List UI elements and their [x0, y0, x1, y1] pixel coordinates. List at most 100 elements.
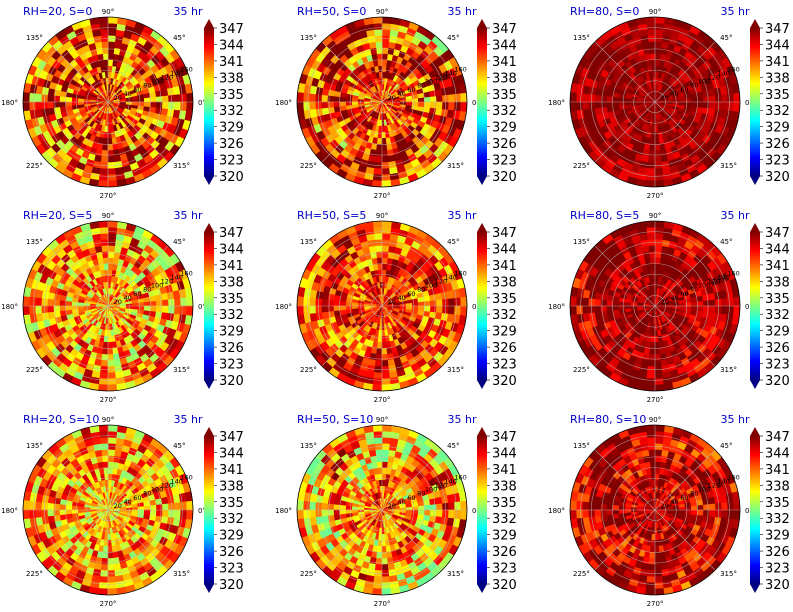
- heatmap-cell: [606, 294, 614, 302]
- heatmap-cell: [89, 99, 97, 103]
- colorbar-segment: [204, 308, 214, 312]
- heatmap-cell: [89, 303, 97, 307]
- heatmap-cell: [381, 168, 391, 176]
- colorbar-segment: [750, 62, 760, 66]
- heatmap-cell: [107, 384, 118, 391]
- heatmap-cell: [180, 92, 188, 103]
- angular-gridline: [654, 41, 716, 103]
- heatmap-cell: [381, 221, 392, 228]
- colorbar-segment: [204, 244, 214, 248]
- colorbar-segment: [204, 121, 214, 125]
- heatmap-cell: [581, 101, 589, 111]
- heatmap-cell: [377, 131, 383, 139]
- heatmap-cell: [101, 149, 109, 157]
- colorbar-segment: [477, 104, 487, 108]
- heatmap-cell: [381, 65, 387, 73]
- heatmap-cell: [372, 17, 383, 24]
- colorbar-segment: [477, 156, 487, 160]
- colorbar-segment: [204, 367, 214, 371]
- angle-tick-label: 90°: [376, 8, 388, 16]
- heatmap-cell: [372, 22, 383, 30]
- colorbar-extend-max: [477, 223, 487, 232]
- colorbar-segment: [204, 377, 214, 381]
- radial-tick-label: 20: [661, 94, 669, 102]
- colorbar-segment: [477, 69, 487, 73]
- radial-tick-label: 140: [171, 274, 183, 282]
- radial-tick-label: 100: [151, 78, 163, 86]
- heatmap-cell: [417, 101, 425, 108]
- heatmap-cell: [448, 93, 456, 103]
- colorbar-extend-min: [477, 380, 487, 389]
- colorbar-segment: [477, 74, 487, 78]
- radial-tick-label: 100: [698, 78, 710, 86]
- heatmap-cell: [161, 298, 170, 307]
- colorbar-segment: [204, 45, 214, 49]
- colorbar-segment: [477, 52, 487, 56]
- heatmap-cell: [654, 168, 664, 176]
- heatmap-cell: [378, 329, 383, 337]
- colorbar-segment: [477, 50, 487, 54]
- colorbar-tick-label: 332: [219, 308, 244, 323]
- heatmap-cell: [600, 101, 608, 109]
- heatmap-cell: [302, 305, 310, 316]
- colorbar-segment: [477, 109, 487, 113]
- angle-tick-label: 180°: [1, 303, 18, 311]
- colorbar-segment: [750, 146, 760, 150]
- heatmap-cell: [379, 113, 383, 121]
- angle-tick-label: 135°: [26, 34, 43, 42]
- angle-tick-label: 225°: [573, 162, 590, 170]
- heatmap-cell: [649, 341, 656, 349]
- colorbar-tick-label: 347: [219, 226, 244, 241]
- colorbar-segment: [204, 352, 214, 356]
- heatmap-cell: [320, 298, 329, 307]
- angle-tick-label: 45°: [447, 34, 459, 42]
- heatmap-cell: [180, 305, 188, 316]
- radial-tick-label: 20: [388, 94, 396, 102]
- colorbar-segment: [750, 92, 760, 96]
- colorbar-segment: [477, 65, 487, 69]
- heatmap-cell: [612, 300, 620, 307]
- angle-tick-label: 270°: [374, 192, 391, 200]
- angular-gridline: [107, 101, 169, 163]
- heatmap-cell: [71, 97, 79, 103]
- radial-tick-label: 60: [133, 86, 141, 94]
- radial-tick-label: 140: [171, 70, 183, 78]
- radial-tick-label: 160: [727, 65, 739, 73]
- colorbar-segment: [204, 126, 214, 130]
- colorbar-segment: [204, 318, 214, 322]
- heatmap-cell: [65, 300, 73, 307]
- colorbar-segment: [750, 47, 760, 51]
- colorbar-segment: [750, 119, 760, 123]
- colorbar-segment: [204, 163, 214, 167]
- heatmap-cell: [649, 347, 656, 355]
- colorbar-tick-label: 338: [219, 71, 244, 86]
- colorbar-segment: [204, 60, 214, 64]
- heatmap-cell: [708, 101, 717, 110]
- angular-gridline: [321, 101, 383, 163]
- heatmap-cell: [107, 257, 114, 265]
- colorbar-segment: [477, 168, 487, 172]
- colorbar-tick-label: 335: [219, 88, 244, 103]
- heatmap-cell: [339, 96, 347, 103]
- angle-tick-label: 0°: [472, 99, 480, 107]
- heatmap-cell: [460, 101, 467, 112]
- colorbar-extend-max: [477, 19, 487, 28]
- heatmap-cell: [297, 296, 304, 307]
- heatmap-cell: [381, 83, 385, 91]
- colorbar-segment: [204, 372, 214, 376]
- colorbar-segment: [477, 146, 487, 150]
- colorbar-tick-label: 332: [765, 104, 790, 119]
- heatmap-cell: [376, 137, 383, 145]
- colorbar-segment: [477, 60, 487, 64]
- angle-tick-label: 315°: [447, 366, 464, 374]
- colorbar-tick-label: 326: [219, 137, 244, 152]
- heatmap-cell: [100, 155, 109, 164]
- colorbar-segment: [750, 173, 760, 177]
- heatmap-cell: [107, 353, 115, 361]
- colorbar-segment: [750, 30, 760, 34]
- colorbar-tick-label: 338: [492, 71, 517, 86]
- angle-tick-label: 315°: [447, 162, 464, 170]
- heatmap-cell: [327, 299, 335, 307]
- heatmap-cell: [375, 47, 383, 55]
